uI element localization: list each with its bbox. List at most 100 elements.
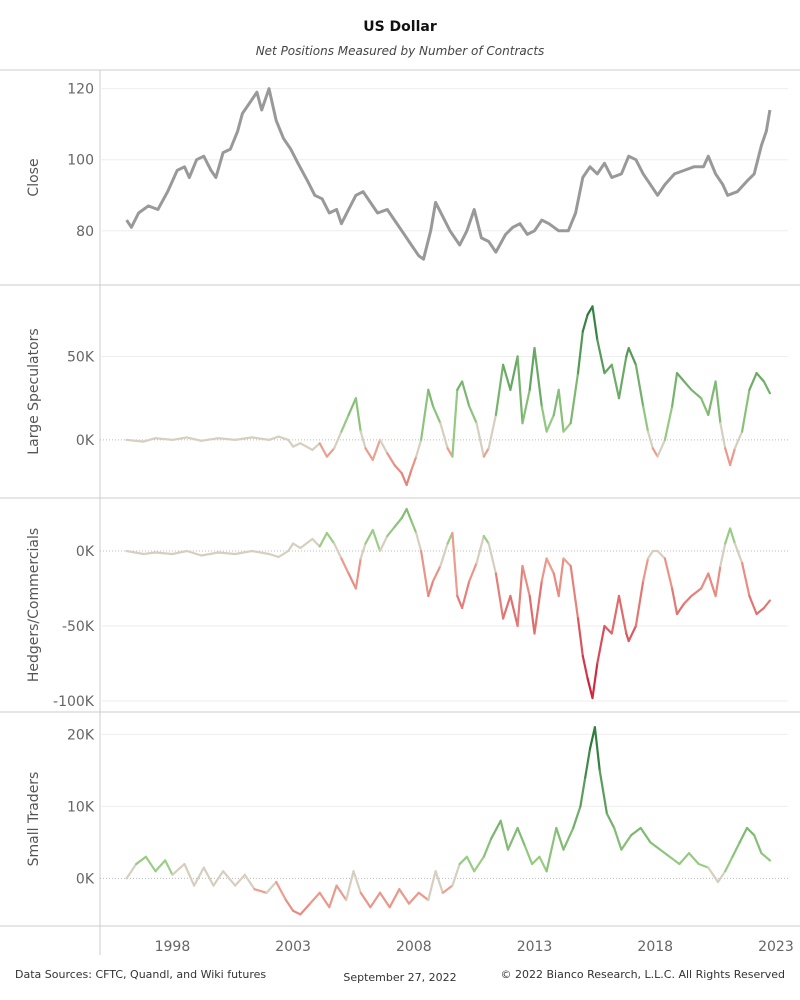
position-segment — [591, 662, 599, 700]
chart-subtitle: Net Positions Measured by Number of Cont… — [255, 44, 545, 58]
position-segment — [569, 372, 580, 425]
position-segment — [724, 447, 732, 467]
position-segment — [405, 507, 413, 523]
position-segment — [217, 551, 237, 556]
position-segment — [328, 884, 338, 909]
position-segment — [185, 549, 203, 557]
position-segment — [617, 355, 628, 400]
position-segment — [494, 363, 505, 416]
position-segment — [617, 594, 628, 635]
y-tick-label: 0K — [76, 544, 95, 560]
position-segment — [740, 561, 751, 598]
position-segment — [251, 549, 271, 556]
position-segment — [277, 435, 290, 441]
position-segment — [465, 855, 476, 873]
position-segment — [265, 880, 278, 894]
position-segment — [642, 405, 650, 433]
position-segment — [183, 862, 196, 887]
position-segment — [234, 436, 254, 441]
position-segment — [398, 888, 411, 905]
position-segment — [545, 826, 558, 873]
y-tick-label: -100K — [53, 694, 95, 710]
position-segment — [154, 437, 174, 441]
position-segment — [670, 372, 679, 408]
x-tick-label: 2003 — [275, 939, 311, 955]
position-segment — [284, 898, 295, 912]
position-segment — [675, 602, 686, 616]
position-segment — [144, 855, 157, 873]
y-tick-label: 10K — [67, 799, 95, 815]
panel-title: Small Traders — [26, 772, 42, 867]
position-segment — [451, 388, 459, 458]
x-tick-label: 1998 — [155, 939, 191, 955]
position-segment — [562, 557, 572, 568]
position-segment — [482, 534, 490, 545]
position-segment — [461, 579, 471, 610]
position-segment — [340, 413, 350, 433]
position-segment — [468, 405, 478, 425]
position-segment — [728, 527, 737, 545]
position-segment — [388, 888, 401, 909]
position-segment — [724, 855, 734, 873]
position-segment — [581, 313, 589, 333]
y-tick-label: 20K — [67, 727, 95, 743]
y-tick-label: 100 — [67, 153, 94, 169]
position-segment — [482, 447, 490, 458]
position-segment — [308, 891, 321, 905]
position-segment — [596, 338, 606, 375]
position-segment — [572, 805, 582, 830]
position-segment — [748, 594, 758, 616]
position-segment — [509, 594, 519, 628]
position-segment — [760, 852, 772, 862]
report-date: September 27, 2022 — [343, 971, 457, 984]
position-segment — [473, 855, 485, 873]
position-segment — [690, 587, 703, 598]
position-segment — [613, 826, 623, 851]
position-segment — [598, 769, 609, 815]
position-segment — [267, 552, 280, 559]
position-segment — [458, 855, 468, 866]
position-segment — [311, 537, 321, 548]
position-segment — [731, 841, 741, 858]
position-segment — [335, 884, 348, 902]
position-segment — [591, 305, 599, 341]
position-segment — [164, 859, 174, 876]
position-segment — [434, 870, 444, 894]
position-segment — [142, 437, 157, 443]
position-segment — [432, 564, 442, 583]
position-segment — [171, 862, 186, 876]
position-segment — [354, 397, 362, 433]
position-segment — [386, 525, 396, 538]
position-segment — [200, 551, 220, 557]
position-segment — [499, 819, 510, 851]
position-segment — [690, 388, 703, 400]
position-segment — [605, 812, 616, 830]
position-segment — [562, 422, 572, 433]
position-segment — [762, 599, 772, 610]
position-segment — [714, 380, 722, 425]
position-segment — [762, 380, 772, 395]
x-tick-label: 2023 — [758, 939, 794, 955]
position-segment — [699, 572, 710, 590]
position-segment — [490, 819, 502, 840]
position-segment — [407, 891, 420, 905]
position-segment — [378, 438, 389, 455]
position-segment — [468, 561, 478, 583]
position-segment — [222, 870, 237, 887]
panel-title: Large Speculators — [26, 328, 42, 454]
position-segment — [359, 542, 367, 560]
position-segment — [634, 363, 645, 408]
position-segment — [593, 726, 601, 772]
close-line — [125, 87, 772, 261]
position-segment — [540, 405, 548, 433]
position-segment — [651, 447, 659, 458]
position-segment — [352, 870, 362, 894]
position-segment — [528, 594, 536, 635]
position-segment — [569, 564, 580, 620]
position-segment — [420, 549, 430, 598]
position-segment — [714, 564, 722, 598]
position-segment — [530, 855, 541, 866]
position-segment — [663, 557, 674, 590]
position-segment — [683, 594, 693, 605]
position-segment — [427, 870, 437, 902]
